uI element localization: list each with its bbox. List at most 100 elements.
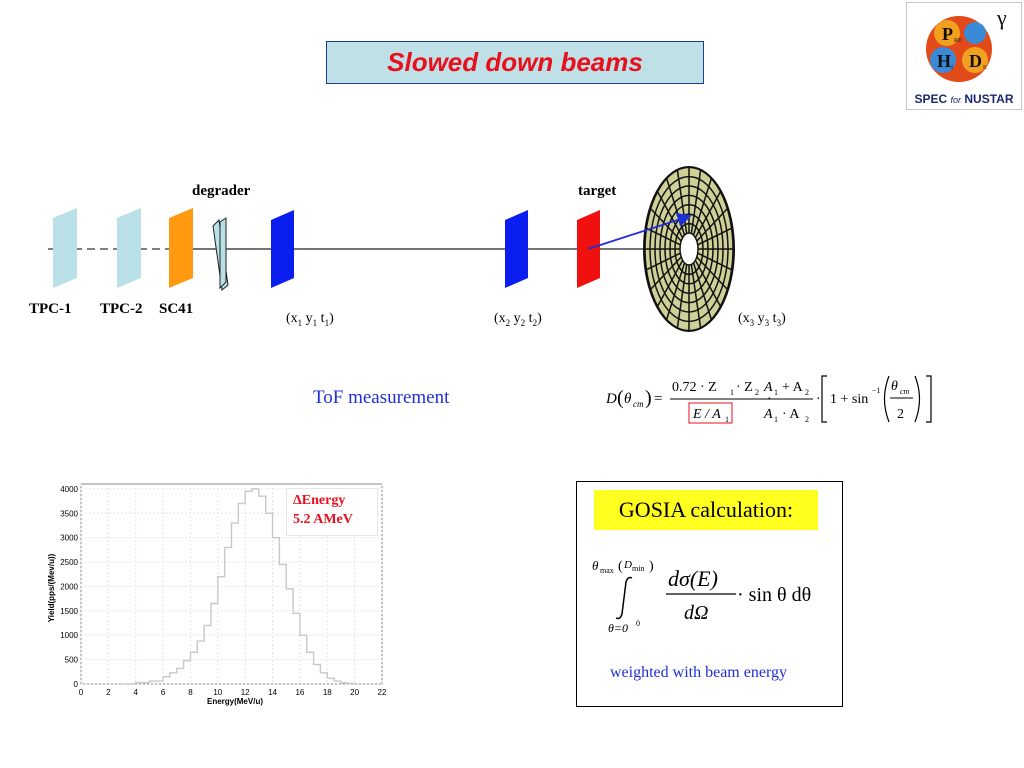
formula-a-plus-sub: 2: [805, 388, 809, 397]
formula-e-over-a: E / A: [692, 407, 721, 422]
integral-upper-min: min: [632, 564, 644, 573]
formula-dot2: ·: [816, 392, 821, 407]
logo-nustar: NUSTAR: [964, 92, 1014, 106]
formula-theta2: θ: [891, 379, 898, 394]
logo-caption: SPEC for NUSTAR: [907, 92, 1021, 106]
formula-bracket-l: [821, 375, 827, 423]
formula-z2-sub: 2: [755, 388, 759, 397]
gosia-note: weighted with beam energy: [610, 664, 787, 681]
histogram-xtick-label: 22: [378, 688, 387, 697]
formula-paren2-l: [883, 375, 890, 423]
formula-cm2: cm: [900, 387, 910, 396]
logo-ball-d: [962, 47, 988, 73]
tpc1-detector: [53, 208, 77, 288]
histogram-ytick-label: 3500: [60, 509, 78, 518]
coord-label-3: (x3 y3 t3): [738, 311, 786, 328]
label-sc41: SC41: [159, 301, 194, 317]
histogram-xtick-label: 20: [350, 688, 359, 697]
cd-spoke: [656, 259, 684, 308]
histogram-xtick-label: 14: [268, 688, 277, 697]
cd-spoke: [645, 227, 681, 246]
cd-spoke: [694, 190, 722, 239]
logo-ball-h: [930, 47, 956, 73]
cd-spoke: [665, 262, 686, 321]
position-detector-1: [271, 210, 294, 288]
integral-upper-theta: θ: [592, 558, 599, 573]
integral-upper-d: D: [623, 559, 632, 571]
energy-annotation-box: ΔEnergy 5.2 AMeV: [286, 488, 378, 536]
title-box: Slowed down beams: [326, 41, 704, 84]
domega-text: dΩ: [684, 602, 708, 624]
cd-spoke: [696, 256, 729, 291]
formula-two: 2: [897, 407, 904, 422]
distance-formula: D ( θ cm ) = 0.72 · Z 1 · Z 2 E / A 1 · …: [605, 375, 932, 424]
slide-title: Slowed down beams: [387, 47, 643, 77]
formula-z1-sub: 1: [730, 388, 734, 397]
histogram-curve: [122, 488, 356, 685]
histogram-xtick-label: 0: [79, 688, 84, 697]
cd-spoke: [690, 264, 702, 329]
cd-spoke: [694, 259, 722, 308]
formula-a-num-sub: 1: [774, 388, 778, 397]
logo-ball-p: [934, 20, 960, 46]
formula-coef: 0.72 · Z: [672, 380, 717, 395]
tof-label: ToF measurement: [313, 387, 450, 408]
gosia-integral: θ max ( D min ) θ=0 0 dσ(E) dΩ · sin θ d…: [592, 558, 811, 635]
histogram-xtick-label: 12: [241, 688, 250, 697]
cd-spoke: [656, 190, 684, 239]
position-detector-2: [505, 210, 528, 288]
scatter-arrow: [587, 213, 692, 250]
formula-bracket-r: [926, 375, 932, 423]
formula-a-plus: + A: [782, 380, 804, 395]
formula-one-plus-sin: 1 + sin: [830, 392, 868, 407]
integral-sign: [615, 576, 633, 620]
cd-spoke: [692, 262, 713, 321]
label-degrader: degrader: [192, 183, 251, 199]
dsigma-text: dσ(E): [668, 566, 718, 591]
histogram-ylabel: Yield(pps/(Mev/u)): [47, 553, 56, 622]
histogram-ytick-label: 1500: [60, 607, 78, 616]
histogram-ytick-label: 4000: [60, 485, 78, 494]
formula-a1-sub: 1: [725, 415, 729, 424]
histogram-ytick-label: 2000: [60, 582, 78, 591]
histogram-xtick-label: 2: [106, 688, 111, 697]
cd-spoke: [696, 207, 729, 242]
logo-spec: SPEC: [914, 92, 948, 106]
formula-eq: =: [654, 391, 662, 407]
label-tpc2: TPC-2: [100, 301, 143, 317]
histogram-xtick-label: 4: [134, 688, 139, 697]
formula-paren-r: ): [645, 387, 652, 409]
coord-label-2: (x2 y2 t2): [494, 311, 542, 328]
formula-paren2-r: [914, 375, 921, 423]
histogram-ytick-label: 3000: [60, 534, 78, 543]
logo-ball-top: [964, 22, 986, 44]
integral-lower: θ=0: [608, 621, 628, 635]
logo-gamma: γ: [996, 5, 1007, 30]
degrader-wedge-2: [219, 217, 227, 290]
formula-energy-box: [688, 402, 733, 424]
cd-spoke: [676, 264, 688, 329]
integral-upper-paren-r: ): [649, 559, 654, 574]
formula-a-den: A: [763, 407, 773, 422]
cd-spoke: [697, 227, 733, 246]
formula-a-den-sub: 1: [774, 415, 778, 424]
histogram-ytick-label: 2500: [60, 558, 78, 567]
formula-a-times: · A: [782, 407, 800, 422]
cd-spoke: [692, 177, 713, 236]
formula-minus1: −1: [872, 386, 881, 395]
histogram-xlabel: Energy(MeV/u): [207, 697, 263, 706]
histogram-xtick-label: 16: [295, 688, 304, 697]
formula-paren-l: (: [617, 387, 624, 409]
integral-upper-paren-l: (: [618, 559, 623, 574]
sin-theta-text: · sin θ dθ: [737, 584, 811, 606]
formula-d: D: [605, 391, 617, 407]
logo-letter-h: H: [937, 51, 951, 71]
prespec-logo: P RE H I D E γ SPEC for NUSTAR: [906, 2, 1022, 110]
gosia-title: GOSIA calculation:: [594, 490, 818, 530]
cd-detector: [643, 166, 735, 332]
histogram-xtick-label: 8: [188, 688, 193, 697]
logo-letter-e: E: [983, 65, 987, 71]
beamline-diagram: [48, 166, 735, 332]
logo-graphic: P RE H I D E γ: [926, 5, 1007, 82]
label-tpc1: TPC-1: [29, 301, 72, 317]
